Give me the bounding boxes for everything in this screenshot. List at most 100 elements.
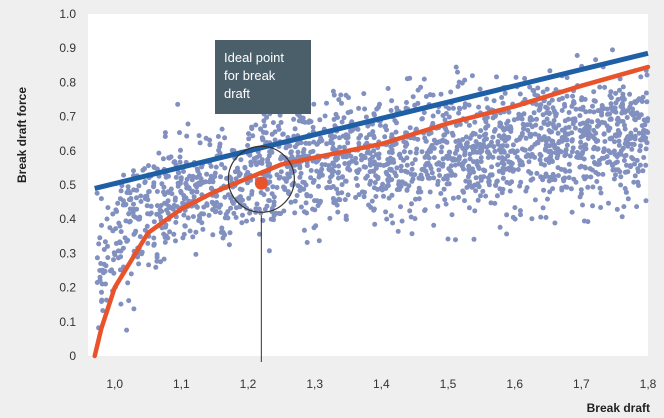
scatter-point (618, 182, 624, 188)
scatter-point (104, 297, 109, 303)
scatter-point (298, 140, 304, 146)
scatter-point (456, 105, 462, 111)
scatter-point (372, 161, 377, 167)
scatter-point (473, 139, 479, 145)
scatter-point (636, 130, 642, 136)
scatter-point (424, 161, 430, 166)
scatter-point (222, 215, 228, 221)
scatter-point (128, 196, 134, 201)
scatter-point (252, 159, 258, 165)
scatter-point (339, 182, 345, 188)
scatter-point (470, 130, 476, 136)
scatter-point (614, 121, 620, 127)
scatter-point (453, 237, 458, 243)
scatter-point (154, 252, 160, 258)
scatter-point (340, 133, 346, 139)
scatter-point (491, 144, 497, 150)
scatter-point (177, 159, 183, 165)
scatter-point (423, 138, 429, 144)
scatter-point (404, 76, 410, 82)
scatter-point (607, 125, 613, 131)
scatter-point (449, 212, 455, 218)
scatter-point (336, 175, 341, 181)
scatter-point (589, 119, 595, 125)
scatter-point (435, 203, 441, 209)
scatter-point (549, 138, 555, 144)
scatter-point (496, 147, 502, 153)
scatter-point (178, 175, 184, 181)
scatter-point (389, 192, 395, 198)
scatter-point (579, 97, 584, 103)
scatter-point (640, 94, 646, 100)
curve-fit-line (92, 64, 651, 359)
scatter-point (242, 165, 248, 171)
scatter-point (98, 196, 104, 202)
scatter-point (620, 102, 626, 108)
scatter-point (489, 172, 495, 178)
scatter-point (610, 47, 615, 53)
scatter-point (463, 178, 469, 184)
scatter-point (144, 203, 150, 209)
scatter-point (550, 186, 556, 192)
scatter-point (564, 142, 570, 148)
scatter-point (190, 188, 196, 194)
scatter-point (176, 170, 182, 176)
scatter-point (342, 161, 348, 166)
scatter-point (555, 173, 561, 179)
scatter-point (162, 130, 168, 136)
scatter-point (94, 255, 100, 261)
scatter-point (99, 222, 104, 228)
scatter-point (160, 156, 166, 162)
scatter-point (431, 222, 437, 228)
scatter-point (492, 148, 498, 154)
scatter-point (491, 128, 497, 134)
scatter-point (601, 131, 607, 137)
scatter-point (373, 194, 379, 199)
scatter-point (496, 168, 502, 174)
scatter-point (148, 210, 154, 216)
scatter-point (613, 90, 619, 96)
scatter-point (537, 106, 543, 112)
scatter-point (173, 174, 179, 180)
scatter-point (396, 181, 402, 187)
scatter-point (177, 130, 182, 136)
scatter-point (118, 229, 124, 235)
scatter-point (521, 126, 526, 132)
scatter-point (137, 234, 143, 240)
scatter-point (154, 258, 160, 264)
scatter-point (222, 135, 228, 141)
scatter-point (519, 116, 525, 122)
scatter-point (435, 109, 441, 115)
scatter-point (151, 165, 157, 171)
scatter-point (134, 195, 139, 201)
scatter-point (233, 176, 239, 182)
scatter-point (220, 229, 226, 235)
scatter-point (544, 110, 550, 116)
scatter-point (621, 204, 627, 210)
scatter-point (618, 151, 624, 157)
scatter-point (436, 160, 442, 166)
scatter-point (416, 185, 422, 191)
scatter-point (567, 153, 573, 159)
scatter-point (582, 96, 588, 102)
scatter-point (206, 212, 212, 218)
scatter-point (638, 74, 644, 80)
scatter-point (634, 204, 640, 210)
scatter-point (630, 156, 636, 162)
scatter-point (590, 154, 596, 160)
scatter-point (453, 123, 459, 128)
scatter-point (301, 227, 307, 233)
scatter-point (446, 114, 452, 120)
scatter-point (217, 210, 223, 216)
scatter-point (478, 155, 484, 161)
scatter-point (381, 163, 387, 168)
scatter-point (595, 171, 601, 177)
scatter-point (562, 167, 567, 173)
scatter-point (549, 177, 555, 182)
scatter-point (543, 215, 549, 220)
scatter-point (570, 93, 576, 99)
scatter-point (535, 140, 541, 146)
scatter-point (413, 196, 418, 202)
scatter-point (328, 174, 333, 180)
scatter-point (602, 120, 607, 126)
